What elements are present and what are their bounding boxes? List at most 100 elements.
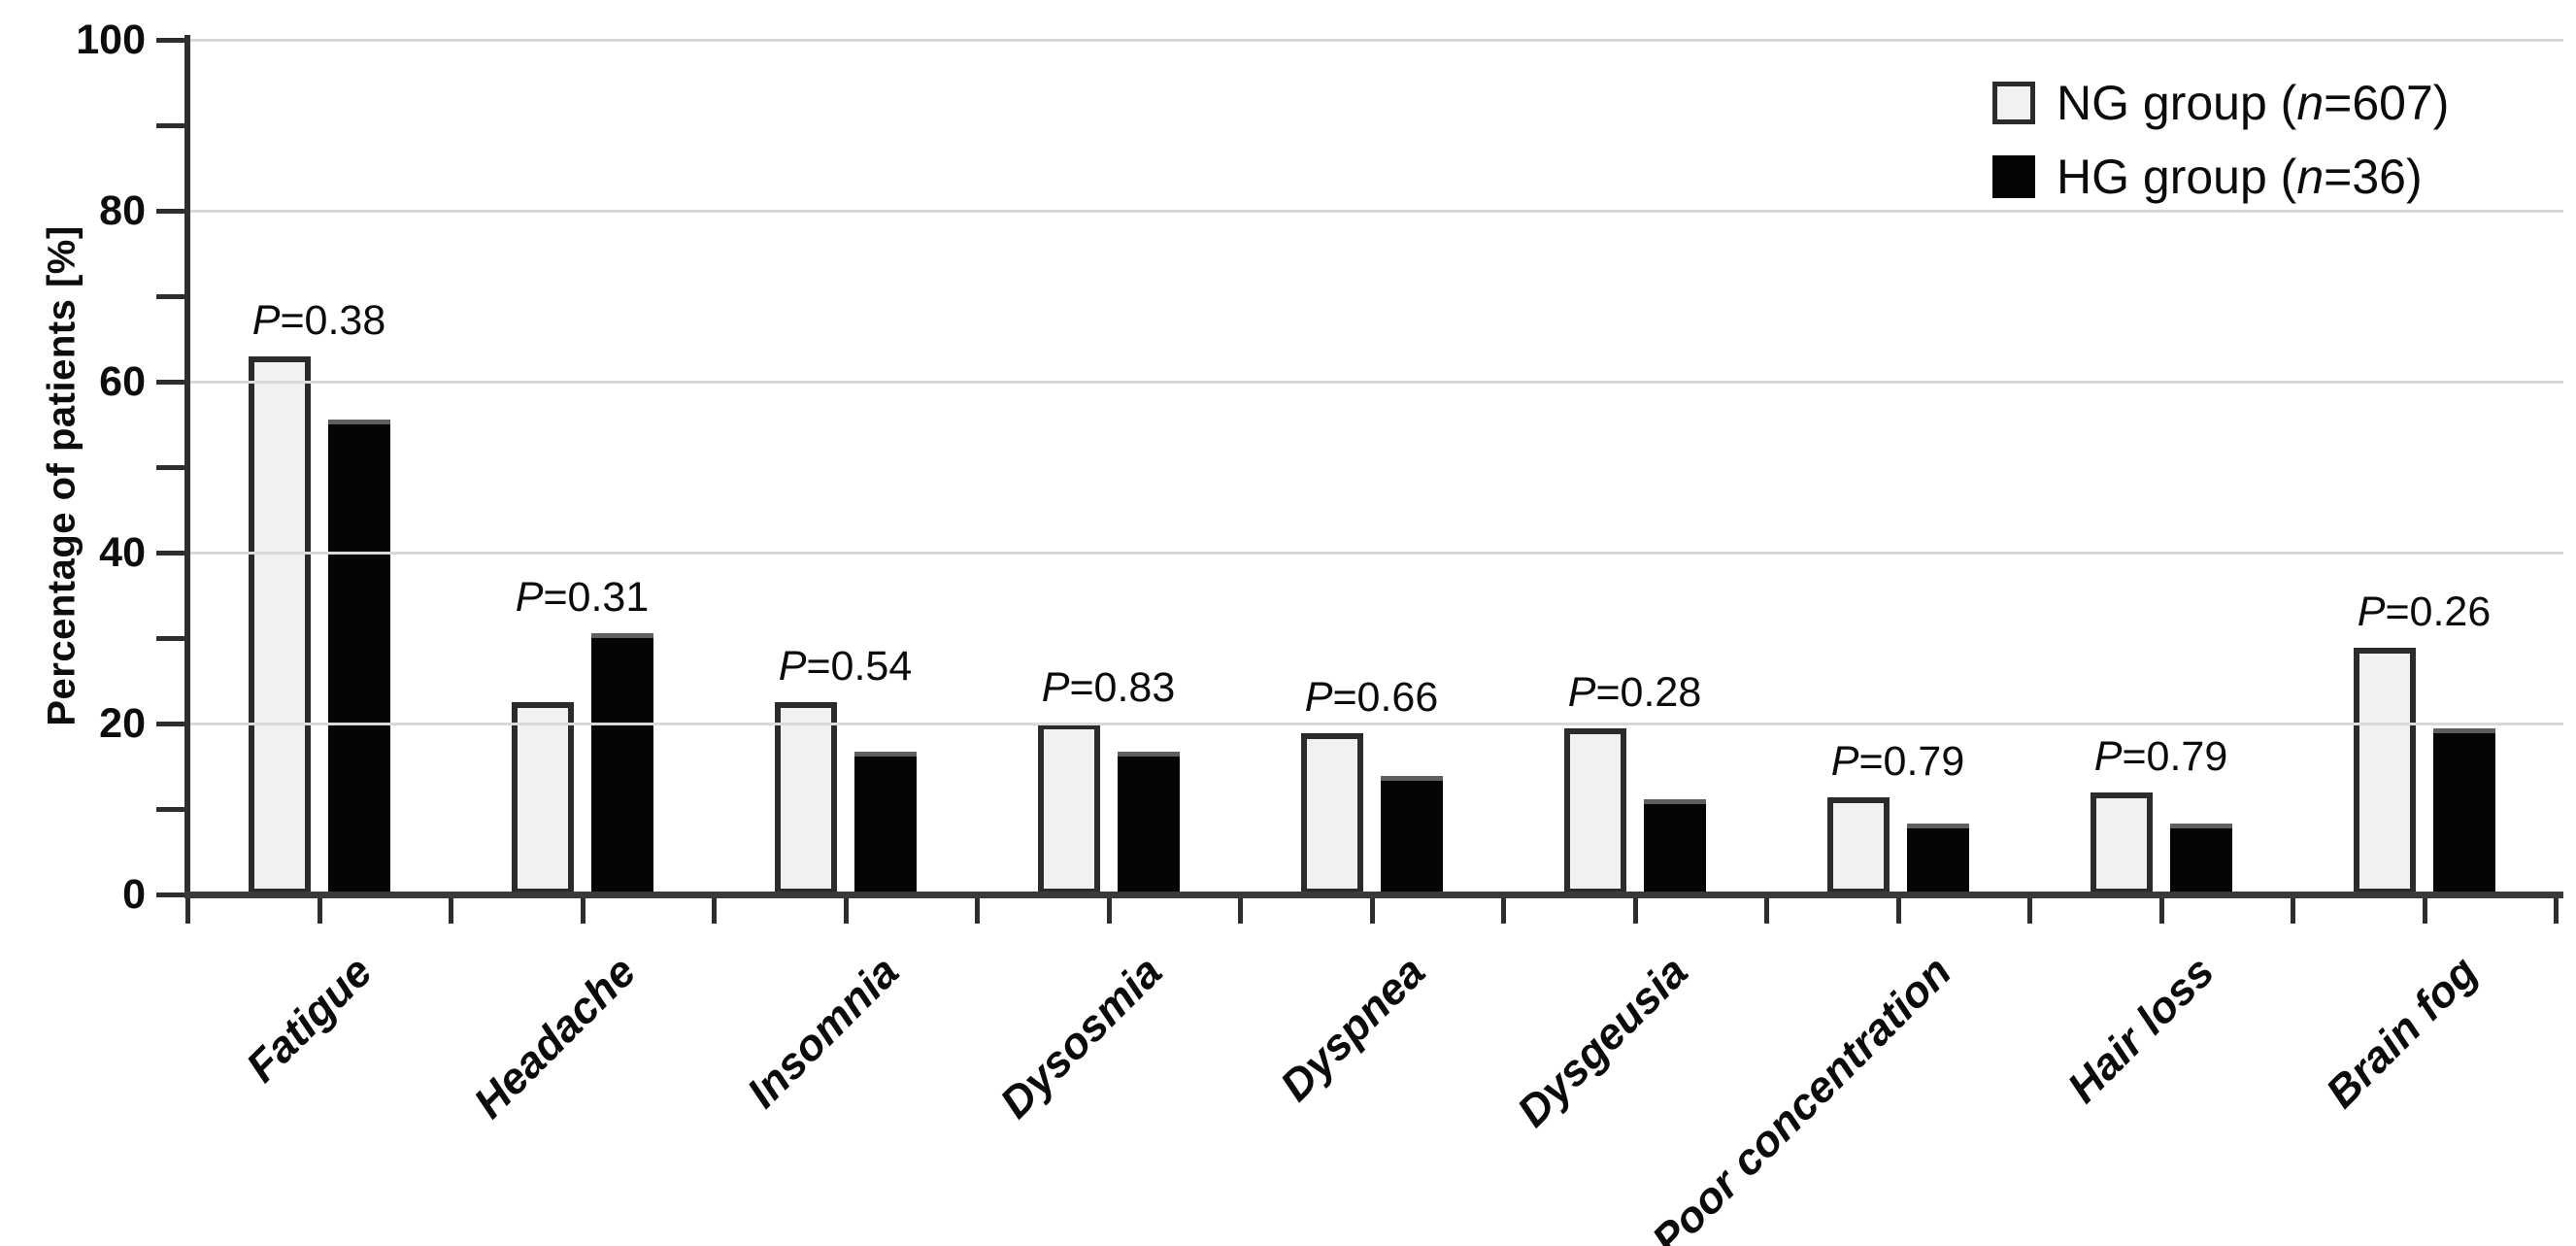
y-tick-label-0: 0	[122, 871, 146, 918]
y-gridline-100	[187, 39, 2563, 42]
bar-hg-headache	[590, 632, 653, 894]
x-axis-tick	[1764, 898, 1769, 924]
p-value-label-hair-loss: P=0.79	[2035, 732, 2288, 781]
y-axis-tick-20	[156, 722, 187, 726]
x-axis-tick	[2291, 898, 2295, 924]
bar-ng-fatigue	[248, 356, 311, 894]
y-axis-tick-10	[156, 807, 187, 812]
y-axis-tick-40	[156, 551, 187, 556]
y-gridline-80	[187, 210, 2563, 213]
x-category-label-poor-concentration: Poor concentration	[1642, 946, 1961, 1246]
p-text: =0.66	[1332, 673, 1439, 721]
p-value-label-dyspnea: P=0.66	[1246, 673, 1498, 722]
p-text: =0.79	[2122, 733, 2228, 781]
legend-label-ng-group: NG group (n=607)	[2057, 76, 2450, 130]
p-value-label-brain-fog: P=0.26	[2298, 588, 2551, 636]
x-axis-tick	[712, 898, 717, 924]
p-symbol: P	[251, 297, 281, 345]
x-category-label-brain-fog: Brain fog	[2316, 946, 2488, 1118]
y-gridline-60	[187, 381, 2563, 384]
x-axis-tick	[1106, 898, 1112, 924]
x-axis-tick	[975, 898, 980, 924]
legend-item-hg-group: HG group (n=36)	[1992, 152, 2449, 202]
y-gridline-40	[187, 552, 2563, 555]
bar-hg-dyspnea	[1380, 775, 1443, 894]
legend-swatch-hg-icon	[1992, 155, 2035, 198]
p-value-label-insomnia: P=0.54	[719, 642, 972, 690]
p-symbol: P	[1304, 673, 1333, 721]
p-symbol: P	[515, 573, 544, 621]
bar-ng-dyspnea	[1300, 732, 1363, 894]
x-axis-tick	[449, 898, 453, 924]
x-axis-tick	[1238, 898, 1243, 924]
x-axis-tick	[1501, 898, 1506, 924]
y-tick-label-100: 100	[76, 17, 146, 63]
x-category-label-dysosmia: Dysosmia	[989, 946, 1172, 1128]
x-axis-tick	[2158, 898, 2164, 924]
bar-hg-fatigue	[327, 419, 390, 894]
bar-ng-dysgeusia	[1563, 728, 1626, 894]
y-tick-label-80: 80	[99, 187, 146, 234]
x-category-label-fatigue: Fatigue	[236, 946, 383, 1092]
y-tick-label-40: 40	[99, 529, 146, 576]
y-tick-label-60: 60	[99, 358, 146, 405]
p-value-label-fatigue: P=0.38	[193, 296, 446, 345]
y-axis-tick-60	[156, 380, 187, 385]
legend: NG group (n=607) HG group (n=36)	[1992, 78, 2449, 202]
y-gridline-20	[187, 723, 2563, 725]
x-category-label-dyspnea: Dyspnea	[1270, 946, 1435, 1111]
bar-hg-hair-loss	[2169, 823, 2232, 894]
y-axis-line	[184, 35, 190, 898]
y-axis-tick-100	[156, 38, 187, 43]
p-symbol: P	[1830, 737, 1859, 785]
bar-hg-dysosmia	[1117, 752, 1180, 894]
p-symbol: P	[1041, 664, 1070, 711]
x-category-label-hair-loss: Hair loss	[2057, 946, 2225, 1113]
p-text: =0.26	[2385, 588, 2492, 635]
p-symbol: P	[778, 643, 807, 690]
y-axis-tick-80	[156, 209, 187, 214]
x-axis-tick	[2554, 898, 2559, 924]
bar-ng-headache	[511, 702, 574, 894]
y-axis-tick-50	[156, 465, 187, 470]
bar-ng-dysosmia	[1037, 724, 1100, 894]
y-axis-tick-70	[156, 294, 187, 299]
x-axis-tick	[2422, 898, 2427, 924]
p-symbol: P	[1567, 669, 1596, 717]
y-axis-title: Percentage of patients [%]	[40, 225, 84, 726]
x-axis-tick	[843, 898, 849, 924]
bar-ng-brain-fog	[2353, 647, 2416, 894]
legend-swatch-ng-icon	[1992, 82, 2035, 124]
p-text: =0.54	[806, 643, 913, 690]
x-axis-tick	[317, 898, 322, 924]
p-value-label-poor-concentration: P=0.79	[1772, 737, 2024, 786]
p-text: =0.79	[1858, 737, 1965, 785]
x-category-label-insomnia: Insomnia	[737, 946, 909, 1118]
y-axis-tick-0	[156, 892, 187, 897]
p-value-label-dysosmia: P=0.83	[983, 663, 1235, 712]
x-axis-tick	[185, 898, 190, 924]
bar-hg-dysgeusia	[1643, 799, 1706, 894]
y-axis-tick-30	[156, 636, 187, 641]
y-tick-label-20: 20	[99, 700, 146, 747]
bar-hg-brain-fog	[2432, 728, 2495, 894]
p-text: =0.31	[543, 573, 650, 621]
bar-ng-insomnia	[774, 702, 837, 894]
x-category-label-headache: Headache	[463, 946, 646, 1128]
legend-item-ng-group: NG group (n=607)	[1992, 78, 2449, 128]
x-axis-line	[184, 892, 2563, 898]
x-category-label-dysgeusia: Dysgeusia	[1507, 946, 1698, 1136]
p-text: =0.28	[1595, 669, 1702, 717]
legend-label-hg-group: HG group (n=36)	[2057, 150, 2423, 204]
p-symbol: P	[2357, 588, 2386, 635]
x-axis-tick	[1632, 898, 1638, 924]
bar-ng-poor-concentration	[1826, 796, 1890, 894]
p-symbol: P	[2093, 733, 2123, 781]
p-value-label-headache: P=0.31	[456, 573, 709, 622]
bar-hg-poor-concentration	[1906, 823, 1969, 894]
x-axis-tick	[1369, 898, 1375, 924]
p-text: =0.83	[1069, 664, 1176, 711]
x-axis-tick	[1895, 898, 1901, 924]
x-axis-tick	[2027, 898, 2032, 924]
